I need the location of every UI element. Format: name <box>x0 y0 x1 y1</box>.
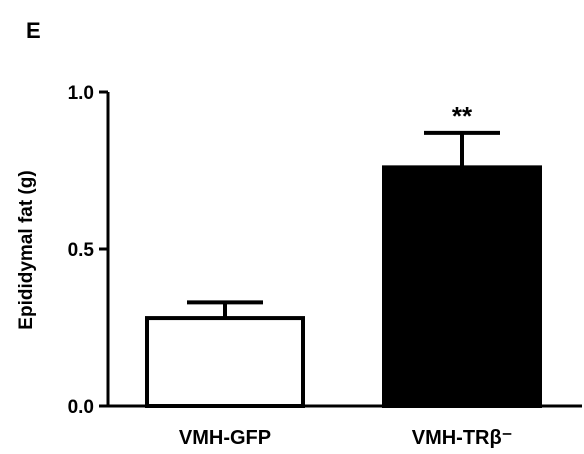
bar <box>145 316 305 408</box>
y-axis-label: Epididymal fat (g) <box>16 170 37 329</box>
y-tick-label: 0.0 <box>68 397 94 418</box>
category-label: VMH-GFP <box>179 427 271 449</box>
panel-label: E <box>26 18 41 43</box>
y-tick-label: 1.0 <box>68 83 94 104</box>
significance-marker: ** <box>452 101 473 131</box>
bars: ** <box>145 101 542 408</box>
category-label: VMH-TRβ⁻ <box>412 427 513 449</box>
bar <box>382 165 542 408</box>
y-ticks: 0.0 0.5 1.0 <box>68 83 108 418</box>
category-labels: VMH-GFP VMH-TRβ⁻ <box>179 427 512 449</box>
y-tick-label: 0.5 <box>68 240 95 261</box>
